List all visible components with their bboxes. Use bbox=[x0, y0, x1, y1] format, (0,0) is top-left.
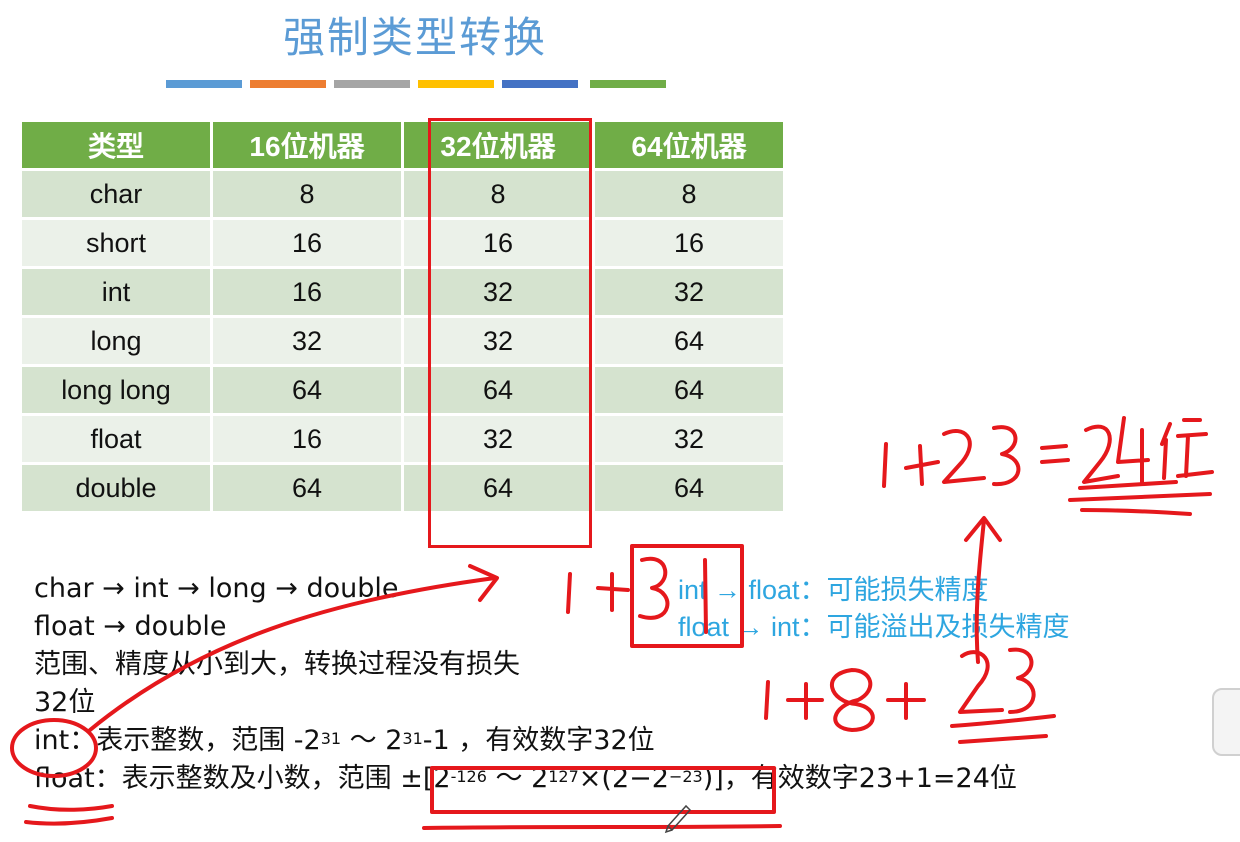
int-label: int： bbox=[34, 725, 97, 756]
cell-16: 64 bbox=[213, 367, 401, 413]
cell-64: 32 bbox=[595, 269, 783, 315]
cell-16: 8 bbox=[213, 171, 401, 217]
float-exponent: 127 bbox=[548, 767, 579, 786]
side-scroll-handle[interactable] bbox=[1212, 688, 1240, 756]
note-float-line: float：表示整数及小数，范围 ±[2-126 ～ 2127×(2−2−23)… bbox=[34, 760, 1017, 798]
int-mid: ～ 2 bbox=[341, 725, 403, 756]
cell-type: long long bbox=[22, 367, 210, 413]
cell-type: int bbox=[22, 269, 210, 315]
table-row: float 16 32 32 bbox=[22, 416, 783, 462]
header-16bit: 16位机器 bbox=[213, 122, 401, 168]
table-row: long long 64 64 64 bbox=[22, 367, 783, 413]
float-exponent: −23 bbox=[668, 767, 703, 786]
cell-64: 8 bbox=[595, 171, 783, 217]
underline-segment bbox=[502, 80, 578, 88]
cell-64: 16 bbox=[595, 220, 783, 266]
underline-segment bbox=[250, 80, 326, 88]
float-mid2: ×(2−2 bbox=[578, 763, 669, 794]
cell-32: 32 bbox=[404, 416, 592, 462]
float-underline-mark bbox=[24, 816, 114, 826]
cell-type: float bbox=[22, 416, 210, 462]
table-header-row: 类型 16位机器 32位机器 64位机器 bbox=[22, 122, 783, 168]
one-plus-23-mark bbox=[882, 416, 1214, 488]
note-line-3: 范围、精度从小到大，转换过程没有损失 bbox=[34, 649, 520, 680]
int-exponent: 31 bbox=[402, 729, 423, 748]
float-label: float： bbox=[34, 763, 122, 794]
cell-32: 8 bbox=[404, 171, 592, 217]
warning-float-to-int: float → int：可能溢出及损失精度 bbox=[678, 612, 1070, 642]
note-line-4: 32位 bbox=[34, 687, 96, 718]
int-exponent: 31 bbox=[320, 729, 342, 748]
title-underline bbox=[166, 80, 668, 88]
table-row: int 16 32 32 bbox=[22, 269, 783, 315]
up-arrowhead-mark bbox=[964, 516, 1002, 542]
float-exponent: -126 bbox=[450, 767, 487, 786]
column-highlight-box bbox=[428, 118, 592, 548]
note-int-line: int：表示整数，范围 -231 ～ 231-1 ，有效数字32位 bbox=[34, 722, 1017, 760]
cell-16: 64 bbox=[213, 465, 401, 511]
float-mid: ～ 2 bbox=[486, 763, 549, 794]
cell-32: 32 bbox=[404, 318, 592, 364]
float-desc: 表示整数及小数，范围 ±[2 bbox=[121, 763, 451, 794]
page-title: 强制类型转换 bbox=[282, 13, 547, 62]
pen-cursor-icon bbox=[664, 804, 692, 834]
one-plus-23-underline bbox=[1068, 480, 1212, 516]
cell-type: long bbox=[22, 318, 210, 364]
cell-type: char bbox=[22, 171, 210, 217]
float-underline-mark bbox=[28, 804, 114, 812]
table-row: short 16 16 16 bbox=[22, 220, 783, 266]
cell-32: 32 bbox=[404, 269, 592, 315]
cell-16: 16 bbox=[213, 220, 401, 266]
underline-segment bbox=[418, 80, 494, 88]
cell-16: 16 bbox=[213, 269, 401, 315]
float-tail: )]，有效数字23+1=24位 bbox=[702, 763, 1017, 794]
cell-type: double bbox=[22, 465, 210, 511]
range-underline-mark bbox=[422, 824, 782, 830]
cell-16: 16 bbox=[213, 416, 401, 462]
int-tail: -1 ，有效数字32位 bbox=[422, 725, 655, 756]
cell-32: 64 bbox=[404, 367, 592, 413]
header-32bit: 32位机器 bbox=[404, 122, 592, 168]
cell-64: 64 bbox=[595, 318, 783, 364]
cell-type: short bbox=[22, 220, 210, 266]
table-row: char 8 8 8 bbox=[22, 171, 783, 217]
table-row: double 64 64 64 bbox=[22, 465, 783, 511]
cell-16: 32 bbox=[213, 318, 401, 364]
conversion-warnings: int → float：可能损失精度 float → int：可能溢出及损失精度 bbox=[678, 572, 1070, 646]
underline-segment bbox=[166, 80, 242, 88]
type-size-table: 类型 16位机器 32位机器 64位机器 char 8 8 8 short 16… bbox=[19, 119, 786, 514]
warning-int-to-float: int → float：可能损失精度 bbox=[678, 575, 989, 605]
cell-32: 64 bbox=[404, 465, 592, 511]
table-row: long 32 32 64 bbox=[22, 318, 783, 364]
cell-64: 32 bbox=[595, 416, 783, 462]
int-desc: 表示整数，范围 -2 bbox=[96, 725, 321, 756]
cell-32: 16 bbox=[404, 220, 592, 266]
header-type: 类型 bbox=[22, 122, 210, 168]
cell-64: 64 bbox=[595, 465, 783, 511]
underline-segment bbox=[590, 80, 666, 88]
underline-segment bbox=[334, 80, 410, 88]
cell-64: 64 bbox=[595, 367, 783, 413]
header-64bit: 64位机器 bbox=[595, 122, 783, 168]
